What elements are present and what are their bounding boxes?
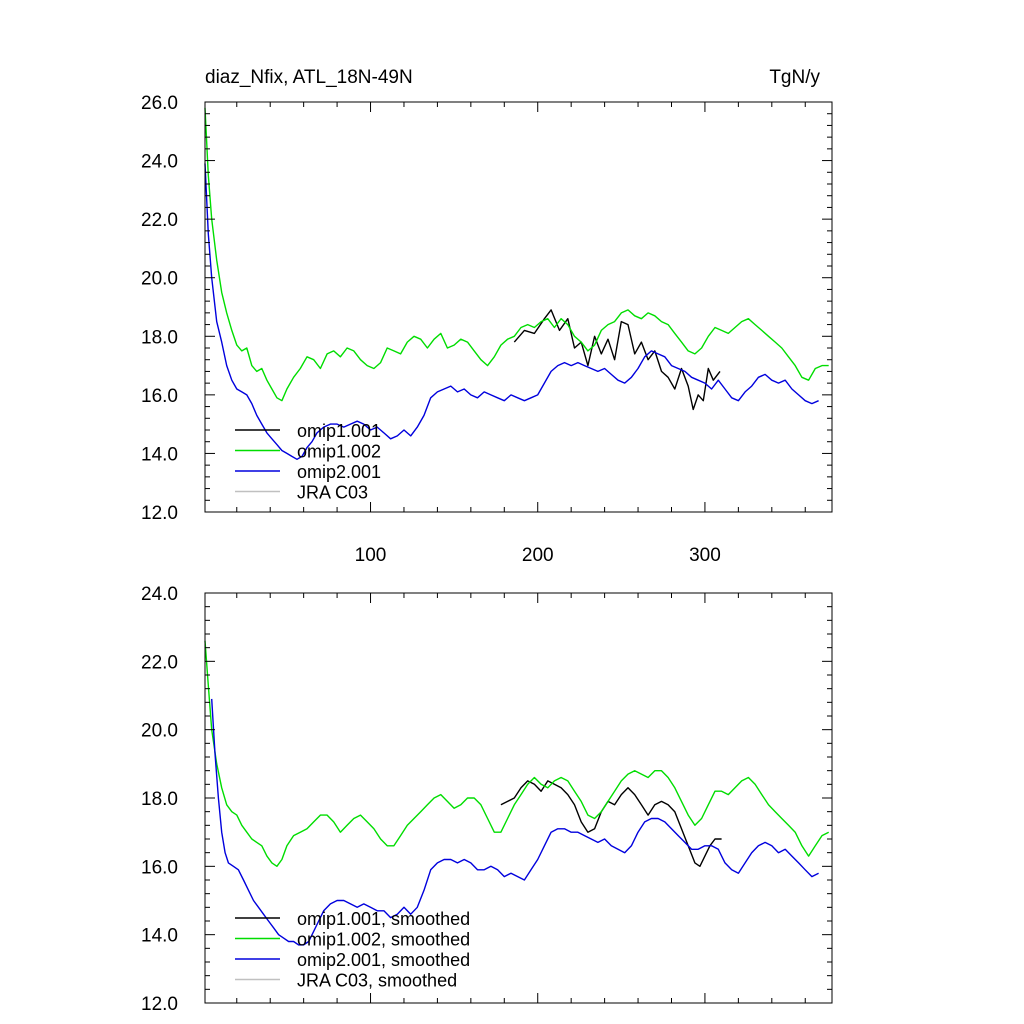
- y-tick-label: 16.0: [141, 857, 178, 878]
- units-label: TgN/y: [769, 67, 820, 88]
- plot-frame: [204, 101, 833, 513]
- y-tick-label: 18.0: [141, 789, 178, 810]
- y-tick-label: 14.0: [141, 444, 178, 465]
- y-tick-label: 22.0: [141, 210, 178, 231]
- legend-label: omip2.001, smoothed: [297, 950, 470, 970]
- legend-label: omip1.001, smoothed: [297, 909, 470, 929]
- series-line-omip1-002: [204, 107, 829, 402]
- lower-panel: 12.0 14.0 16.0 18.0 20.0 22.0 24.0 omip1.001, s…: [141, 584, 833, 1015]
- x-tick-label: 200: [522, 545, 554, 566]
- y-tick-label: 22.0: [141, 652, 178, 673]
- series-line-omip1-002-smoothed: [204, 640, 830, 867]
- x-tick-label: 300: [689, 545, 721, 566]
- y-tick-label: 24.0: [141, 584, 178, 605]
- y-tick-label: 26.0: [141, 93, 178, 114]
- legend-label: omip1.002: [297, 442, 381, 462]
- y-tick-label: 14.0: [141, 926, 178, 947]
- upper-panel: 12.0 14.0 16.0 18.0 20.0 22.0 24.0 26.0 100 200 30…: [141, 67, 833, 566]
- y-tick-label: 24.0: [141, 152, 178, 173]
- y-tick-label: 20.0: [141, 721, 178, 742]
- y-tick-label: 12.0: [141, 503, 178, 524]
- chart-title: diaz_Nfix, ATL_18N-49N: [205, 67, 413, 88]
- y-tick-label: 20.0: [141, 269, 178, 290]
- x-tick-label: 100: [355, 545, 387, 566]
- y-tick-label: 16.0: [141, 386, 178, 407]
- y-tick-label: 18.0: [141, 327, 178, 348]
- y-tick-label: 12.0: [141, 994, 178, 1015]
- series-line-omip2-001-smoothed: [211, 698, 819, 946]
- series-line-omip1-001: [513, 309, 721, 411]
- legend-label: JRA C03: [297, 483, 368, 503]
- series-line-omip1-001-smoothed: [500, 780, 722, 867]
- legend-label: omip1.001: [297, 421, 381, 441]
- legend-label: omip1.002, smoothed: [297, 930, 470, 950]
- series-line-omip2-001: [204, 163, 819, 460]
- legend-label: JRA C03, smoothed: [297, 971, 457, 991]
- legend-label: omip2.001: [297, 462, 381, 482]
